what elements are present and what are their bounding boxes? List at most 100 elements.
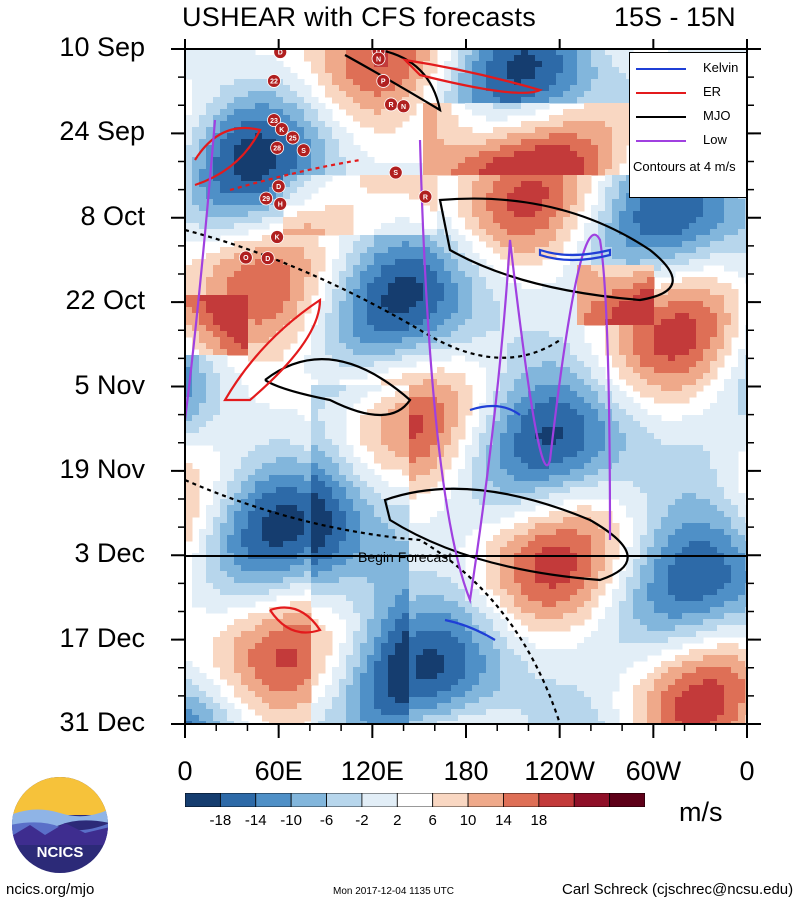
shading-cell [542,181,550,188]
shading-cell [437,415,445,422]
shading-cell [570,205,578,212]
shading-cell [437,163,445,170]
shading-cell [346,385,354,392]
shading-cell [360,97,368,104]
shading-cell [262,241,270,248]
shading-cell [444,427,452,434]
shading-cell [612,121,620,128]
shading-cell [241,55,249,62]
shading-cell [332,67,340,74]
shading-cell [332,421,340,428]
shading-cell [409,295,417,302]
shading-cell [304,469,312,476]
shading-cell [339,73,347,80]
shading-cell [500,223,508,230]
shading-cell [325,415,333,422]
shading-cell [570,175,578,182]
shading-cell [269,337,277,344]
shading-cell [451,445,459,452]
shading-cell [262,127,270,134]
shading-cell [353,241,361,248]
shading-cell [647,385,655,392]
shading-cell [255,79,263,86]
shading-cell [668,337,676,344]
shading-cell [276,67,284,74]
shading-cell [318,433,326,440]
shading-cell [423,145,431,152]
shading-cell [563,361,571,368]
shading-cell [444,253,452,260]
shading-cell [388,457,396,464]
shading-cell [500,127,508,134]
shading-cell [521,163,529,170]
shading-cell [577,343,585,350]
shading-cell [465,337,473,344]
shading-cell [416,421,424,428]
shading-cell [332,433,340,440]
shading-cell [395,325,403,332]
shading-cell [402,451,410,458]
shading-cell [717,469,725,476]
shading-cell [255,241,263,248]
shading-cell [717,427,725,434]
shading-cell [290,253,298,260]
shading-cell [514,379,522,386]
shading-cell [479,97,487,104]
shading-cell [381,409,389,416]
shading-cell [206,133,214,140]
shading-cell [458,307,466,314]
shading-cell [444,115,452,122]
shading-cell [577,283,585,290]
shading-cell [528,337,536,344]
shading-cell [647,253,655,260]
shading-cell [423,385,431,392]
shading-cell [220,79,228,86]
shading-cell [465,397,473,404]
shading-cell [528,169,536,176]
shading-cell [185,145,193,152]
shading-cell [619,427,627,434]
shading-cell [269,127,277,134]
shading-cell [577,79,585,86]
shading-cell [633,439,641,446]
shading-cell [199,133,207,140]
shading-cell [696,469,704,476]
shading-cell [241,385,249,392]
shading-cell [430,235,438,242]
shading-cell [640,229,648,236]
shading-cell [668,223,676,230]
shading-cell [297,427,305,434]
shading-cell [633,355,641,362]
shading-cell [213,175,221,182]
shading-cell [367,301,375,308]
shading-cell [542,439,550,446]
shading-cell [563,145,571,152]
shading-cell [262,169,270,176]
shading-cell [318,169,326,176]
shading-cell [220,319,228,326]
shading-cell [654,469,662,476]
shading-cell [612,283,620,290]
shading-cell [605,187,613,194]
shading-cell [423,421,431,428]
shading-cell [619,253,627,260]
shading-cell [220,325,228,332]
shading-cell [227,427,235,434]
shading-cell [703,277,711,284]
shading-cell [227,67,235,74]
shading-cell [521,433,529,440]
shading-cell [612,133,620,140]
shading-cell [339,127,347,134]
shading-cell [367,265,375,272]
shading-cell [444,289,452,296]
shading-cell [598,205,606,212]
shading-cell [437,271,445,278]
shading-cell [479,295,487,302]
shading-cell [234,313,242,320]
shading-cell [598,295,606,302]
shading-cell [367,235,375,242]
shading-cell [367,49,375,56]
shading-cell [227,295,235,302]
shading-cell [255,271,263,278]
shading-cell [577,457,585,464]
